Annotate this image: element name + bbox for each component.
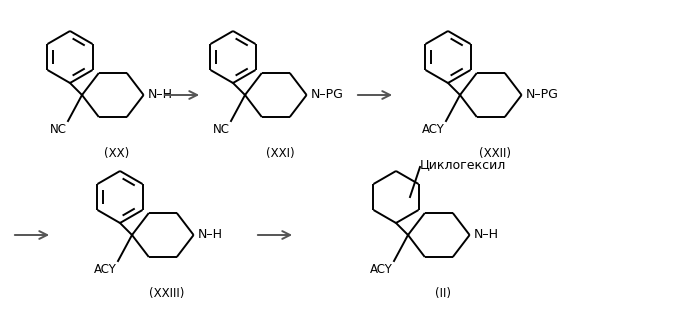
Text: ACY: ACY	[370, 263, 393, 276]
Text: ACY: ACY	[422, 123, 445, 136]
Text: N–H: N–H	[197, 228, 223, 242]
Text: NC: NC	[213, 123, 230, 136]
Text: (II): (II)	[435, 287, 451, 300]
Text: N–H: N–H	[474, 228, 498, 242]
Text: NC: NC	[50, 123, 67, 136]
Text: (XX): (XX)	[104, 147, 130, 160]
Text: N–PG: N–PG	[526, 88, 559, 102]
Text: (XXII): (XXII)	[479, 147, 511, 160]
Text: ACY: ACY	[94, 263, 117, 276]
Text: (XXIII): (XXIII)	[149, 287, 185, 300]
Text: N–H: N–H	[148, 88, 173, 102]
Text: N–PG: N–PG	[311, 88, 344, 102]
Text: Циклогексил: Циклогексил	[420, 158, 506, 172]
Text: (XXI): (XXI)	[266, 147, 294, 160]
